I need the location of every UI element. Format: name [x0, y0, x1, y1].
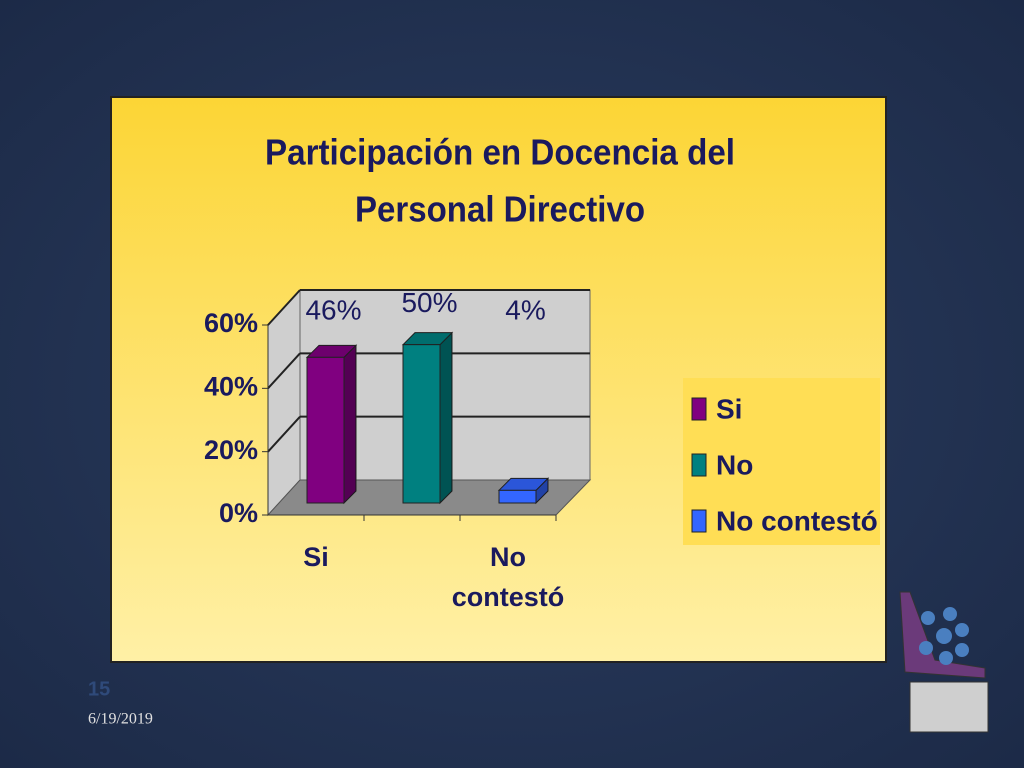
bar [498, 489, 537, 504]
x-tick-label: No contestó [451, 542, 565, 612]
legend-label: No contestó [716, 505, 878, 536]
legend-swatch [691, 509, 707, 533]
bar-top-shade [403, 332, 452, 345]
y-tick-label: 20% [204, 435, 258, 465]
date: 6/19/2019 [88, 711, 153, 728]
value-label: 50% [401, 287, 457, 318]
logo [899, 591, 989, 733]
bar [402, 344, 441, 504]
legend-swatch [691, 453, 707, 477]
bar-side-shade [344, 345, 356, 503]
chart-title: Personal Directivo [355, 189, 645, 230]
bar-top-shade [307, 345, 356, 358]
bar [306, 356, 345, 504]
value-label: 46% [305, 294, 361, 325]
bar-top-shade [499, 478, 548, 491]
legend-swatch [691, 397, 707, 421]
x-tick-label: Si [303, 542, 329, 572]
value-label: 4% [505, 294, 545, 325]
legend-label: No [716, 449, 753, 480]
y-tick-label: 0% [219, 498, 258, 528]
grid-line [267, 415, 301, 453]
chart-title: Participación en Docencia del [265, 132, 735, 173]
y-tick-label: 60% [204, 308, 258, 338]
grid-line [267, 352, 301, 390]
y-tick-label: 40% [204, 371, 258, 401]
bar-side-shade [536, 478, 548, 503]
slide-number: 15 [88, 678, 110, 700]
legend-box [683, 378, 880, 545]
legend-label: Si [716, 393, 742, 424]
bar-side-shade [440, 332, 452, 503]
grid-line [267, 289, 301, 326]
